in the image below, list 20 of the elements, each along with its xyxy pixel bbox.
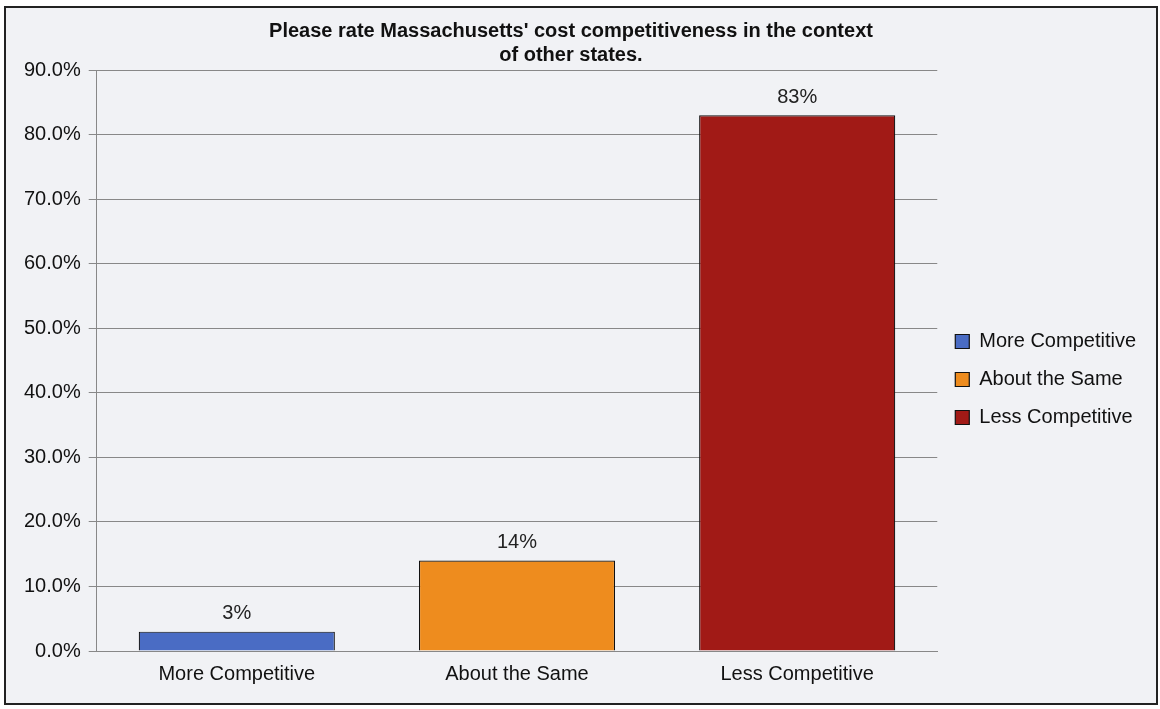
legend-label: About the Same	[979, 367, 1123, 390]
y-tick-label: 80.0%	[23, 122, 81, 145]
chart-title: Please rate Massachusetts' cost competitiveness in the context of other states.	[268, 18, 874, 66]
legend-label: Less Competitive	[979, 405, 1133, 428]
x-tick-label: More Competitive	[158, 661, 316, 684]
data-label: 83%	[777, 84, 818, 107]
y-tick-label: 60.0%	[23, 251, 81, 274]
y-tick-label: 20.0%	[23, 509, 81, 532]
y-tick-label: 70.0%	[23, 186, 81, 209]
y-tick-label: 10.0%	[23, 573, 81, 596]
x-tick-label: About the Same	[445, 661, 589, 684]
y-tick-label: 50.0%	[23, 315, 81, 338]
data-label: 14%	[496, 530, 538, 553]
x-tick-label: Less Competitive	[720, 661, 874, 684]
y-tick-label: 90.0%	[23, 57, 81, 80]
y-tick-label: 40.0%	[23, 380, 81, 403]
y-tick-label: 0.0%	[35, 638, 81, 661]
legend-label: More Competitive	[979, 329, 1136, 352]
data-label: 3%	[222, 601, 252, 624]
y-tick-label: 30.0%	[23, 444, 81, 467]
